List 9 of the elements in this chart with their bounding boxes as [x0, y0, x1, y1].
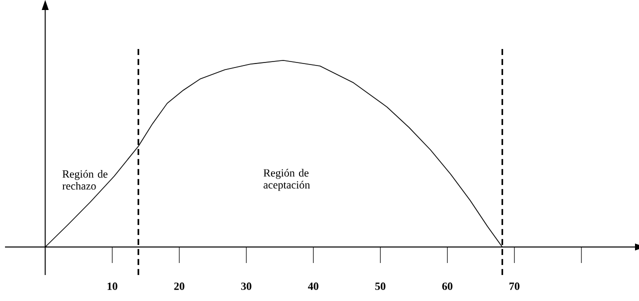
x-tick-label: 70 [510, 282, 520, 290]
annotation: Región de aceptación [264, 168, 310, 191]
x-tick-label: 30 [241, 282, 252, 290]
x-tick-label: 40 [308, 282, 318, 290]
x-tick-label: 20 [174, 282, 184, 290]
x-tick-label: 50 [375, 282, 386, 290]
x-tick-label: 60 [442, 282, 452, 290]
x-tick-label: 10 [108, 282, 118, 290]
annotation: Región de rechazo [62, 170, 108, 190]
